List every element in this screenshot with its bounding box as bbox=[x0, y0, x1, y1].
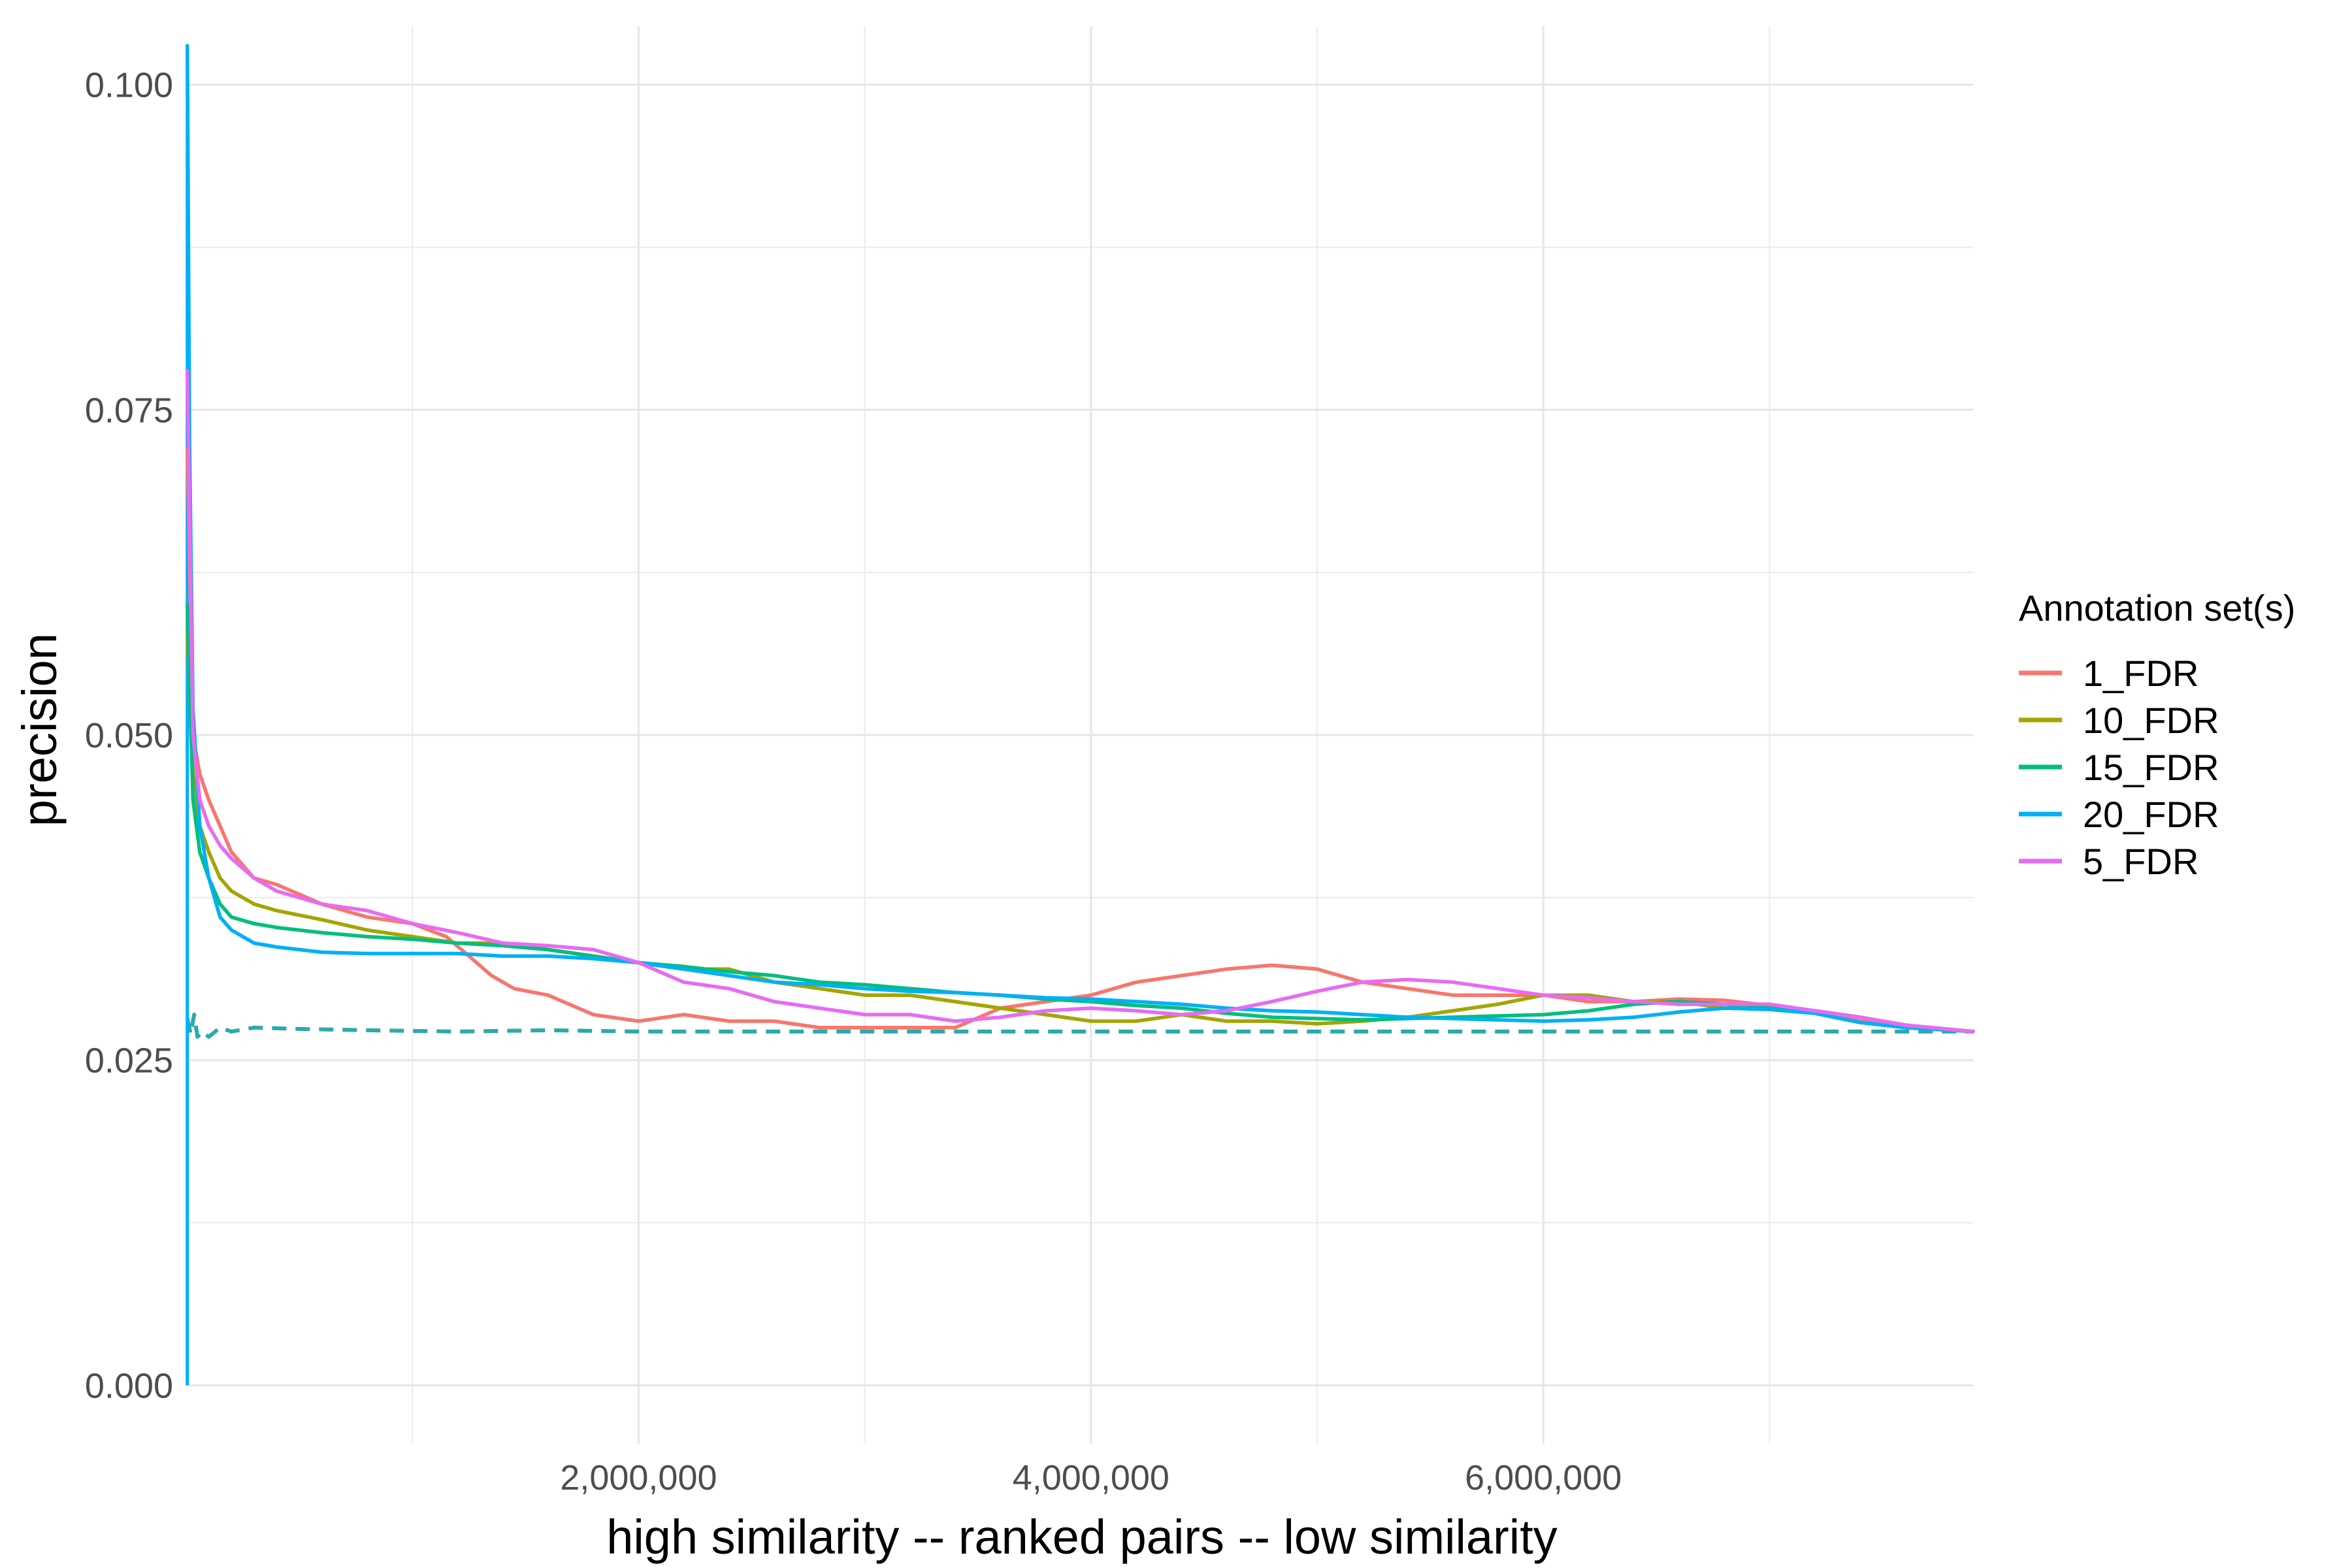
legend-label: 1_FDR bbox=[2083, 653, 2198, 694]
y-tick-label: 0.075 bbox=[85, 391, 173, 430]
legend-label: 5_FDR bbox=[2083, 841, 2198, 882]
x-tick-label: 6,000,000 bbox=[1465, 1458, 1622, 1497]
series-line-20_FDR bbox=[185, 44, 1975, 1034]
y-tick-label: 0.025 bbox=[85, 1041, 173, 1081]
series-line-1_FDR bbox=[185, 447, 1975, 1034]
legend-label: 15_FDR bbox=[2083, 747, 2219, 788]
legend-label: 10_FDR bbox=[2083, 700, 2219, 741]
x-axis-tick-labels: 2,000,000 4,000,000 6,000,000 bbox=[560, 1458, 1622, 1497]
x-tick-label: 4,000,000 bbox=[1013, 1458, 1169, 1497]
y-axis-tick-labels: 0.000 0.025 0.050 0.075 0.100 bbox=[85, 66, 173, 1406]
baseline-layer bbox=[185, 1013, 1973, 1039]
series-line-5_FDR bbox=[185, 368, 1975, 1034]
y-tick-label: 0.000 bbox=[85, 1366, 173, 1405]
major-gridlines bbox=[186, 26, 1973, 1444]
series-layer bbox=[185, 44, 1975, 1386]
legend: Annotation set(s) 1_FDR 10_FDR 15_FDR 20_FD… bbox=[2019, 587, 2295, 882]
baseline-line bbox=[185, 1013, 1973, 1039]
y-tick-label: 0.050 bbox=[85, 716, 173, 755]
y-axis-title: precision bbox=[12, 633, 67, 826]
y-tick-label: 0.100 bbox=[85, 66, 173, 105]
legend-title: Annotation set(s) bbox=[2019, 587, 2295, 629]
legend-label: 20_FDR bbox=[2083, 794, 2219, 835]
x-axis-title: high similarity -- ranked pairs -- low s… bbox=[606, 1510, 1558, 1564]
x-tick-label: 2,000,000 bbox=[560, 1458, 717, 1497]
